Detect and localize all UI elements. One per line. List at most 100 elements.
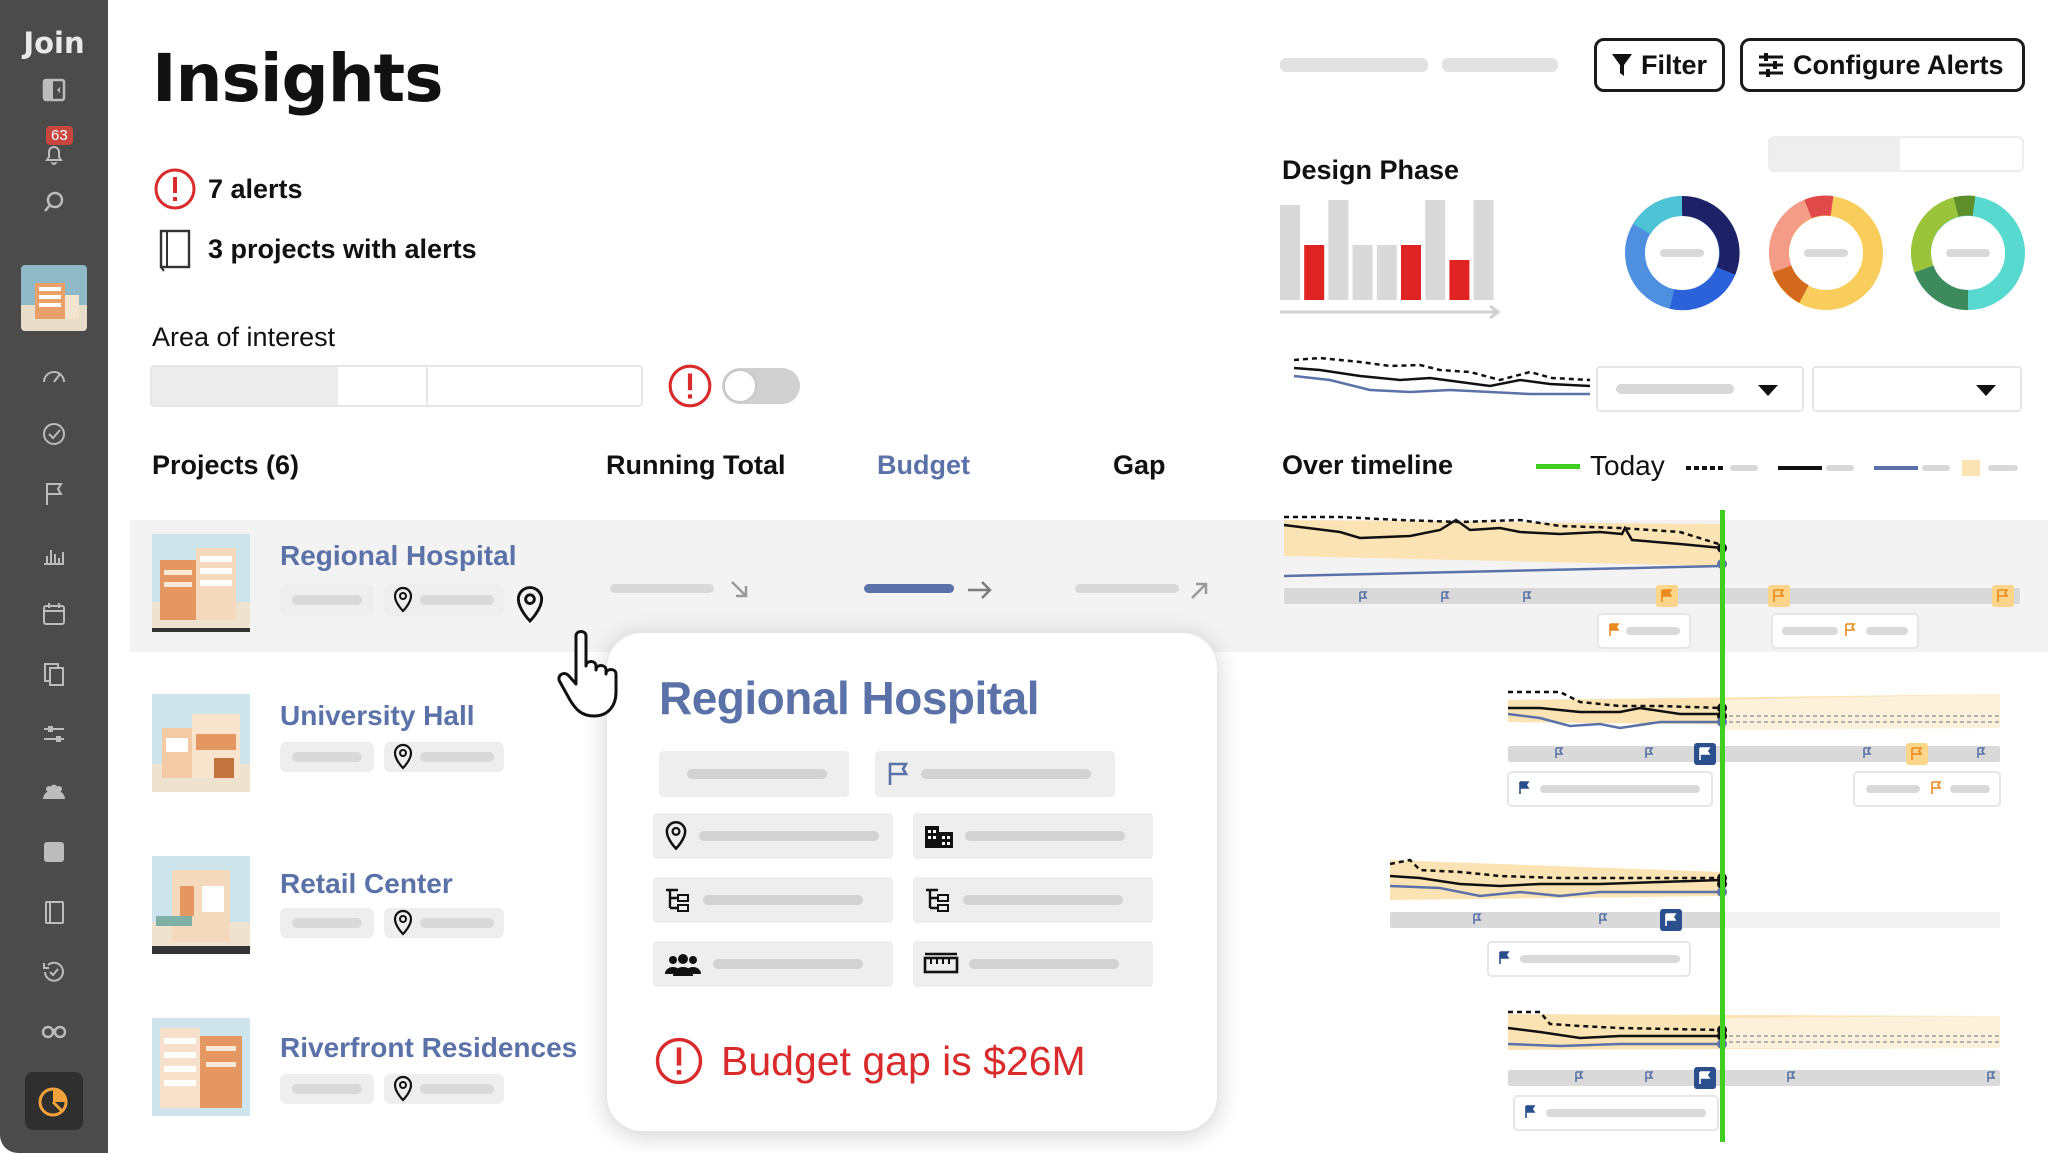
budget-gap-alert: Budget gap is $26M [653, 1035, 1086, 1087]
column-header-budget[interactable]: Budget [877, 450, 970, 480]
segmented-placeholder[interactable] [1768, 136, 2024, 172]
area-of-interest-label: Area of interest [152, 322, 336, 352]
project-thumbnail[interactable] [152, 1018, 250, 1116]
project-name[interactable]: University Hall [280, 700, 475, 731]
phase-bar [1449, 260, 1470, 300]
project-name[interactable]: Regional Hospital [280, 540, 517, 571]
location-pin-icon [665, 821, 687, 851]
area-alert-icon [668, 364, 712, 408]
brand-logo[interactable]: Join [23, 26, 85, 60]
placeholder-2 [1442, 58, 1558, 72]
project-name[interactable]: Riverfront Residences [280, 1032, 578, 1063]
arrow-up-right-icon [1191, 582, 1208, 599]
phase-label: Design Phase [1282, 155, 1460, 185]
project-detail-popup[interactable]: Regional Hospital Budget gap is $26M [606, 632, 1218, 1132]
phase-bar [1425, 200, 1446, 300]
search-icon[interactable] [34, 182, 74, 222]
timeline-dropdown-1[interactable] [1596, 366, 1804, 412]
location-pin-icon[interactable] [514, 584, 546, 626]
binoculars-icon[interactable] [34, 1010, 74, 1050]
filter-button[interactable]: Filter [1594, 38, 1725, 92]
placeholder-1 [1280, 58, 1428, 72]
calendar-icon[interactable] [34, 594, 74, 634]
team-icon [665, 954, 701, 976]
phase-bar [1473, 200, 1494, 300]
today-legend-swatch [1536, 464, 1580, 469]
current-project-thumbnail[interactable] [21, 265, 87, 331]
alert-icon [655, 1037, 703, 1085]
gap-placeholder [1075, 584, 1179, 593]
phase-bar-chart [1280, 200, 1501, 320]
area-of-interest-selector[interactable] [150, 365, 643, 407]
popup-field [913, 877, 1153, 923]
phase-bar [1376, 245, 1397, 300]
history-check-icon[interactable] [34, 952, 74, 992]
phase-bar [1304, 245, 1325, 300]
row-placeholder-box [280, 584, 374, 616]
phase-axis-arrow [1280, 304, 1501, 320]
alerts-only-toggle[interactable] [722, 368, 800, 404]
check-circle-icon[interactable] [34, 414, 74, 454]
popup-title: Regional Hospital [659, 672, 1039, 724]
gauge-icon[interactable] [34, 356, 74, 396]
popup-field [653, 941, 893, 987]
popup-field [875, 751, 1115, 797]
bell-icon[interactable] [34, 134, 74, 174]
book-icon[interactable] [34, 892, 74, 932]
phase-bar [1352, 245, 1373, 300]
sidebar: Join 63 [0, 0, 108, 1153]
budget-bar [864, 584, 954, 593]
projects-with-alerts-summary[interactable]: 3 projects with alerts [152, 226, 477, 272]
arrow-down-right-icon [731, 581, 748, 598]
flag-icon[interactable] [34, 474, 74, 514]
documents-icon[interactable] [34, 654, 74, 694]
notification-badge: 63 [46, 126, 73, 145]
projects-with-alerts-text: 3 projects with alerts [208, 233, 477, 264]
arrow-right-icon [968, 581, 992, 599]
flag-icon [888, 762, 909, 785]
donut-chart-green [1911, 195, 2025, 310]
location-pin-icon [393, 909, 413, 936]
column-header-gap[interactable]: Gap [1113, 450, 1166, 480]
configure-alerts-button[interactable]: Configure Alerts [1740, 38, 2025, 92]
column-header-over-timeline[interactable]: Over timeline [1282, 450, 1454, 480]
popup-field [653, 877, 893, 923]
project-name[interactable]: Retail Center [280, 868, 453, 899]
mini-trend-chart [1293, 356, 1591, 396]
hierarchy-icon [926, 888, 949, 912]
sliders-settings-icon [1759, 53, 1783, 77]
timeline-dropdown-2[interactable] [1812, 366, 2022, 412]
collapse-sidebar-icon[interactable] [34, 70, 74, 110]
budget-gap-text: Budget gap is $26M [721, 1037, 1086, 1084]
notebook-icon [159, 229, 191, 272]
phase-bar [1401, 245, 1421, 300]
hand-pointer-cursor-icon [557, 630, 618, 718]
location-pin-icon [393, 1075, 413, 1102]
project-thumbnail[interactable] [152, 856, 250, 954]
configure-alerts-label: Configure Alerts [1793, 49, 2004, 80]
chevron-down-icon [1976, 385, 1996, 396]
today-legend-label: Today [1590, 450, 1665, 481]
sliders-icon[interactable] [34, 714, 74, 754]
project-thumbnail[interactable] [152, 694, 250, 792]
location-pin-icon [393, 743, 413, 770]
donut-chart-blue [1625, 195, 1740, 311]
popup-field [913, 813, 1153, 859]
alerts-summary[interactable]: 7 alerts [152, 166, 303, 212]
alerts-count-text: 7 alerts [208, 173, 303, 204]
bar-chart-icon[interactable] [34, 534, 74, 574]
donut-chart-orange [1768, 195, 1883, 310]
project-thumbnail[interactable] [152, 534, 250, 632]
popup-field [659, 751, 849, 797]
square-icon[interactable] [34, 832, 74, 872]
team-icon[interactable] [34, 772, 74, 812]
chevron-down-icon [1758, 385, 1778, 396]
building-icon [925, 826, 953, 848]
popup-field [913, 941, 1153, 987]
page-title: Insights [152, 40, 444, 117]
phase-bar [1280, 205, 1300, 300]
column-header-running-total[interactable]: Running Total [606, 450, 786, 480]
running-total-placeholder [610, 584, 714, 593]
column-header-projects[interactable]: Projects (6) [152, 450, 300, 480]
insights-nav-item[interactable] [25, 1072, 83, 1130]
